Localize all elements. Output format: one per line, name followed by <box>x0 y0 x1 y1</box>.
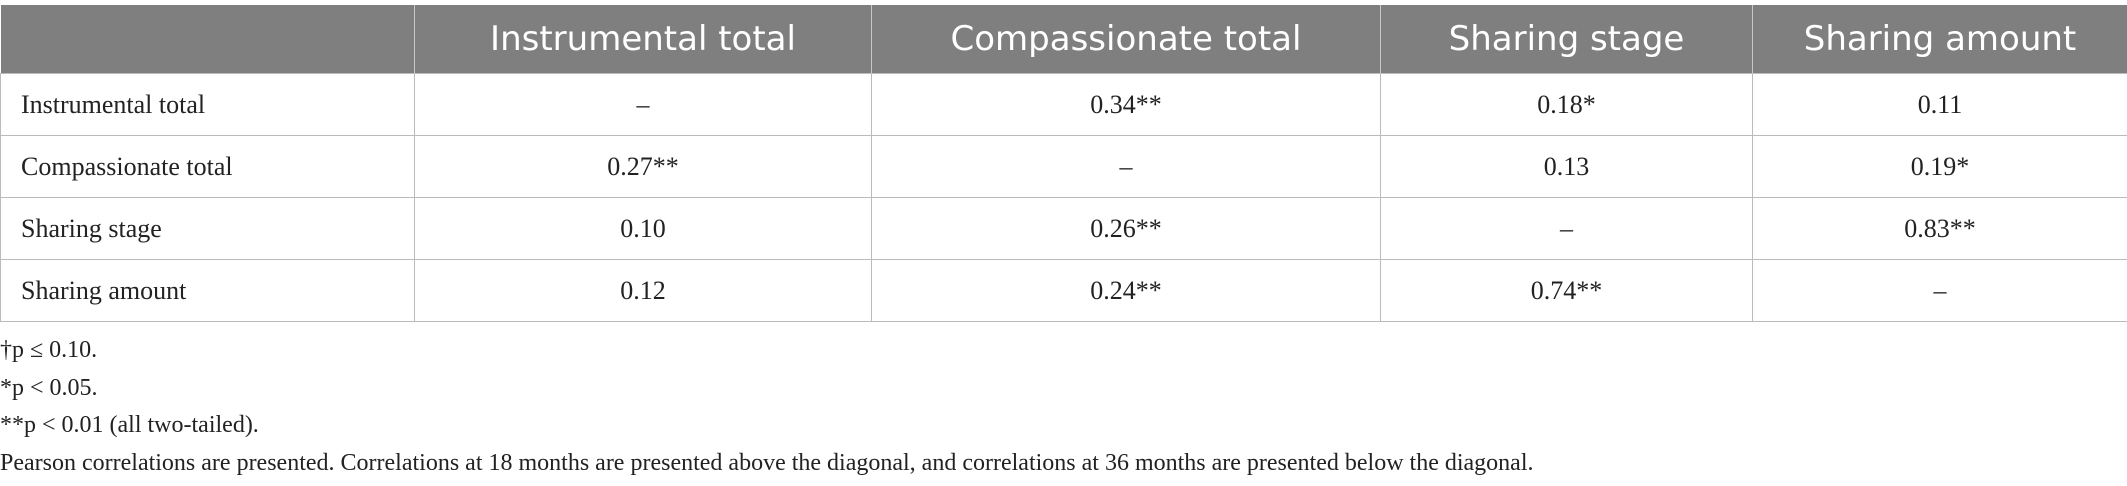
cell: 0.19* <box>1752 135 2127 198</box>
cell: – <box>414 73 872 136</box>
column-header: Instrumental total <box>414 5 872 74</box>
cell: – <box>1752 259 2127 322</box>
table-body: Instrumental total –0.34** 0.18* 0.11 Compas… <box>0 73 2127 322</box>
cell: 0.83** <box>1752 197 2127 260</box>
table-row: Compassionate total 0.27** –0.13 0.19* <box>0 135 2127 198</box>
cell: – <box>871 135 1381 198</box>
cell: 0.10 <box>414 197 872 260</box>
table-row: Sharing amount 0.12 0.24** 0.74** – <box>0 259 2127 322</box>
cell: 0.12 <box>414 259 872 322</box>
column-header: Sharing amount <box>1752 5 2127 74</box>
header-row: Instrumental total Compassionate total Sha… <box>0 5 2127 74</box>
column-header: Compassionate total <box>871 5 1381 74</box>
row-label: Instrumental total <box>0 73 415 136</box>
cell: 0.34** <box>871 73 1381 136</box>
cell: 0.74** <box>1380 259 1753 322</box>
cell: 0.13 <box>1380 135 1753 198</box>
cell: 0.24** <box>871 259 1381 322</box>
cell: – <box>1380 197 1753 260</box>
row-label: Compassionate total <box>0 135 415 198</box>
footnote: Pearson correlations are presented. Corr… <box>0 449 1534 476</box>
cell: 0.18* <box>1380 73 1753 136</box>
table-row: Sharing stage 0.10 0.26** –0.83** <box>0 197 2127 260</box>
cell: 0.26** <box>871 197 1381 260</box>
footnote: †p ≤ 0.10. <box>0 337 98 363</box>
footnotes: †p ≤ 0.10. *p < 0.05. **p < 0.01 (all two-… <box>0 332 1533 482</box>
column-header: Sharing stage <box>1380 5 1753 74</box>
correlation-table: Instrumental total Compassionate total Sha… <box>0 5 2127 322</box>
table-row: Instrumental total –0.34** 0.18* 0.11 <box>0 73 2127 136</box>
cell: 0.11 <box>1752 73 2127 136</box>
cell: 0.27** <box>414 135 872 198</box>
footnote: *p < 0.05. <box>0 374 98 401</box>
header-corner <box>0 5 415 74</box>
row-label: Sharing stage <box>0 197 415 260</box>
row-label: Sharing amount <box>0 259 415 322</box>
footnote: **p < 0.01 (all two-tailed). <box>0 412 259 438</box>
